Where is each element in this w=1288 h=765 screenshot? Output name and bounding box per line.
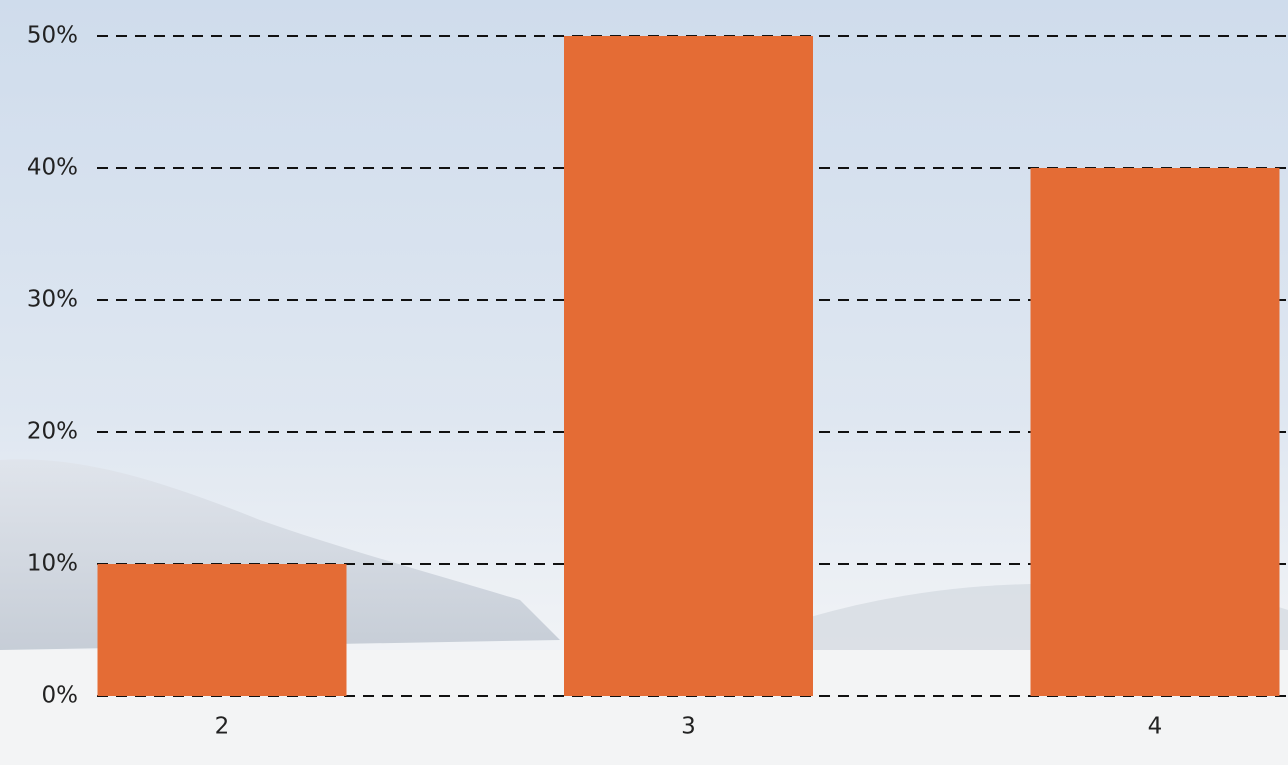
y-tick-label: 10% [27,551,78,577]
bars [97,36,1280,696]
x-tick-label: 2 [215,714,230,740]
y-tick-label: 30% [27,287,78,313]
y-tick-label: 40% [27,155,78,181]
bar [564,36,813,696]
bar [97,564,347,696]
x-tick-label: 3 [681,714,696,740]
y-tick-label: 50% [27,23,78,49]
y-tick-label: 20% [27,419,78,445]
bar [1030,168,1280,696]
x-tick-label: 4 [1148,714,1163,740]
y-tick-label: 0% [42,683,79,709]
